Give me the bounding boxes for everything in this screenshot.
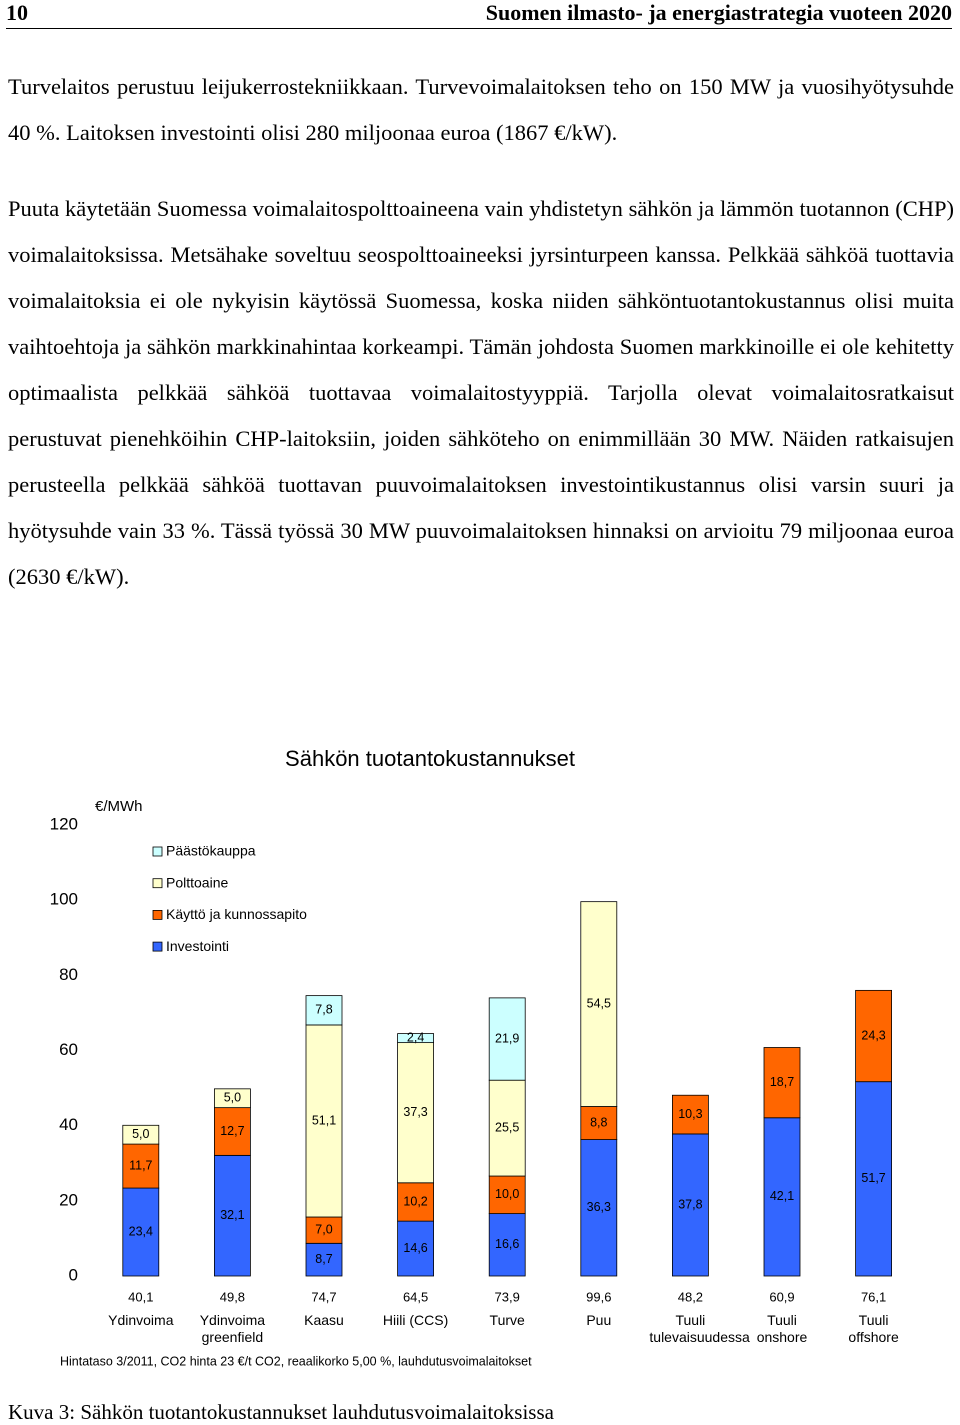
bar-segment	[122, 1143, 160, 1189]
bar-segment	[397, 1182, 435, 1222]
data-label: 23,4	[129, 1224, 153, 1238]
y-tick-label: 20	[59, 1190, 78, 1209]
legend-swatch	[152, 941, 163, 952]
data-label: 36,3	[587, 1200, 611, 1214]
data-label: 16,6	[495, 1237, 519, 1251]
bar-segment	[672, 1133, 709, 1277]
x-tick-label: Ydinvoima	[108, 1312, 174, 1328]
y-tick-label: 40	[59, 1115, 78, 1134]
data-label: 2,4	[407, 1030, 424, 1044]
bar-segment	[122, 1124, 160, 1145]
data-label: 42,1	[770, 1189, 794, 1203]
bar-segment	[397, 1042, 435, 1184]
bar-segment	[397, 1220, 435, 1277]
total-label: 99,6	[586, 1289, 611, 1304]
total-label: 60,9	[769, 1289, 794, 1304]
legend-label: Päästökauppa	[166, 843, 256, 859]
data-label: 37,8	[678, 1197, 702, 1211]
total-label: 74,7	[311, 1289, 336, 1304]
data-label: 25,5	[495, 1120, 519, 1134]
bar-segment	[855, 989, 892, 1083]
data-label: 7,8	[315, 1003, 332, 1017]
legend-label: Polttoaine	[166, 874, 228, 890]
total-label: 48,2	[678, 1289, 703, 1304]
y-tick-label: 80	[59, 965, 78, 984]
x-tick-label: Hiili (CCS)	[382, 1312, 449, 1328]
bar-segment	[580, 1106, 618, 1140]
chart-note: Hintataso 3/2011, CO2 hinta 23 €/t CO2, …	[60, 1354, 532, 1368]
bar-segment	[213, 1154, 251, 1277]
paragraph: Puuta käytetään Suomessa voimalaitospolt…	[8, 196, 954, 589]
x-tick-label: Tuuli tulevaisuudessa	[649, 1312, 750, 1345]
data-label: 37,3	[403, 1105, 427, 1119]
data-label: 51,1	[312, 1113, 336, 1127]
bar-segment	[305, 1024, 343, 1218]
legend-swatch	[152, 878, 163, 889]
data-label: 21,9	[495, 1031, 519, 1045]
total-label: 73,9	[495, 1289, 520, 1304]
bar-segment	[580, 901, 618, 1107]
data-label: 11,7	[129, 1158, 152, 1172]
bar-segment	[305, 1216, 343, 1244]
y-axis-label: €/MWh	[95, 798, 143, 815]
total-label: 49,8	[220, 1289, 245, 1304]
bar-segment	[763, 1047, 801, 1119]
page-number: 10	[6, 0, 28, 25]
bar-segment	[213, 1088, 251, 1109]
chart-title: Sähkön tuotantokustannukset	[285, 746, 575, 771]
bar-segment	[213, 1107, 251, 1156]
bar-segment	[488, 997, 526, 1081]
bar-segment	[488, 1213, 526, 1277]
data-label: 18,7	[770, 1075, 794, 1089]
bar-segment	[305, 995, 343, 1026]
data-label: 7,0	[315, 1222, 332, 1236]
data-label: 54,5	[587, 996, 611, 1010]
legend-swatch	[152, 846, 163, 857]
data-label: 8,8	[590, 1115, 607, 1129]
x-tick-label: Tuuli offshore	[848, 1312, 899, 1345]
y-tick-label: 120	[50, 814, 78, 833]
bar-segment	[580, 1139, 618, 1277]
bar-segment	[672, 1094, 709, 1135]
x-tick-label: Tuuli onshore	[756, 1312, 808, 1345]
total-label: 40,1	[128, 1289, 153, 1304]
paragraph: Turvelaitos perustuu leijukerrostekniikk…	[8, 74, 954, 145]
x-tick-label: Turve	[489, 1312, 525, 1328]
bar-segment	[122, 1187, 160, 1277]
legend-label: Käyttö ja kunnossapito	[166, 906, 307, 922]
data-label: 32,1	[220, 1208, 244, 1222]
total-label: 64,5	[403, 1289, 428, 1304]
data-label: 10,2	[403, 1194, 427, 1208]
legend-label: Investointi	[166, 938, 229, 954]
x-tick-label: Ydinvoima greenfield	[199, 1312, 266, 1345]
bar-segment	[488, 1079, 526, 1177]
data-label: 12,7	[220, 1124, 244, 1138]
y-tick-label: 60	[59, 1040, 78, 1059]
bar-segment	[855, 1081, 892, 1277]
data-label: 24,3	[861, 1028, 885, 1042]
data-label: 5,0	[224, 1091, 241, 1105]
legend-swatch	[152, 910, 163, 920]
y-tick-label: 0	[69, 1265, 78, 1284]
page-header: 10 Suomen ilmasto- ja energiastrategia v…	[6, 0, 952, 29]
bar-segment	[305, 1242, 343, 1277]
bar-segment	[397, 1033, 435, 1044]
data-label: 8,7	[315, 1252, 332, 1266]
bar-segment	[763, 1117, 801, 1277]
x-tick-label: Puu	[586, 1312, 612, 1328]
x-tick-label: Kaasu	[304, 1312, 344, 1328]
header-title: Suomen ilmasto- ja energiastrategia vuot…	[485, 0, 952, 25]
figure-caption: Kuva 3: Sähkön tuotantokustannukset lauh…	[8, 1400, 554, 1424]
y-tick-label: 100	[50, 890, 78, 909]
data-label: 10,3	[678, 1107, 702, 1121]
data-label: 10,0	[495, 1187, 519, 1201]
total-label: 76,1	[861, 1289, 886, 1304]
data-label: 51,7	[861, 1171, 885, 1185]
data-label: 14,6	[403, 1241, 427, 1255]
chart: Sähkön tuotantokustannukset €/MWh Hintat…	[50, 746, 892, 1368]
data-label: 5,0	[132, 1127, 149, 1141]
